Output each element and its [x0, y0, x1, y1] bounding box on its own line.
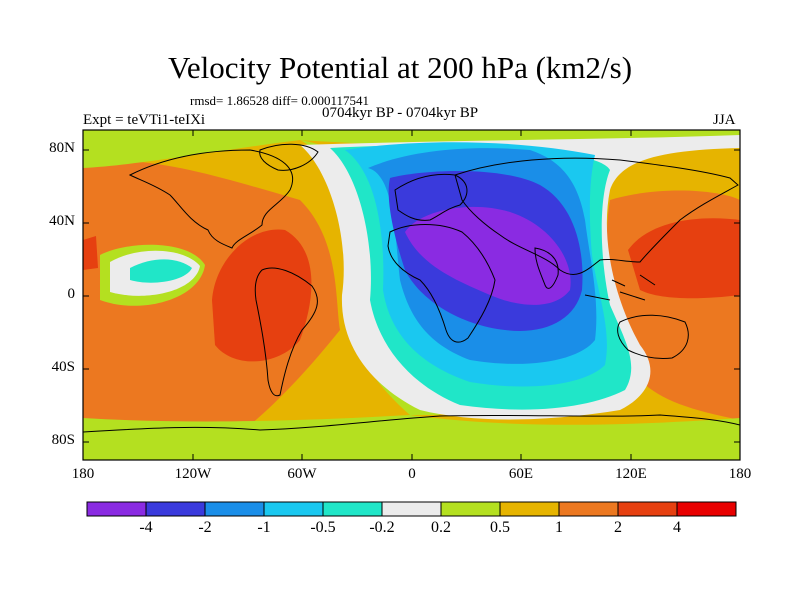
lon-label: 60E [508, 466, 534, 482]
colorbar-box [440, 501, 501, 517]
colorbar-label: -2 [198, 519, 212, 536]
colorbar-label: -0.2 [369, 519, 395, 536]
colorbar-box [263, 501, 324, 517]
coastline-australia [617, 314, 689, 359]
colorbar-label: -4 [139, 519, 153, 536]
coastline-north-america [128, 149, 293, 249]
colorbar-box [558, 501, 619, 517]
lat-label: 0 [67, 286, 76, 302]
lat-tick-marks [83, 149, 740, 443]
field-region-2-4-dateline [83, 236, 98, 270]
colorbar-box [676, 501, 737, 517]
lon-label: 180 [728, 466, 752, 482]
lon-tick-marks [82, 130, 741, 460]
colorbar-label: 1 [555, 519, 563, 536]
velocity-potential-field [83, 130, 740, 460]
experiment-label: Expt = teVTi1-teIXi [83, 112, 206, 128]
lon-label: 180 [71, 466, 95, 482]
rmsd-diff-stats: rmsd= 1.86528 diff= 0.000117541 [190, 93, 369, 108]
lon-label: 0 [408, 466, 416, 482]
lat-label: 80N [49, 140, 75, 156]
lat-label: 80S [51, 432, 75, 448]
field-region-green-south [83, 415, 740, 460]
colorbar-box [86, 501, 147, 517]
coastline-india [534, 247, 559, 289]
field-region-2-4-westpacific [628, 218, 740, 299]
lat-label: 40N [49, 213, 75, 229]
axis-ticks [82, 130, 741, 460]
colorbar-box [204, 501, 265, 517]
coastline-africa [387, 224, 496, 343]
colorbar-label: 0.2 [431, 519, 451, 536]
colorbar-box [499, 501, 560, 517]
lon-label: 60W [287, 466, 317, 482]
lat-label: 40S [51, 359, 75, 375]
field-region-purple [405, 206, 571, 305]
colorbar-box [617, 501, 678, 517]
field-region-2-4-americas [212, 229, 312, 362]
colorbar-label: 2 [614, 519, 622, 536]
coastline-south-america [254, 267, 318, 397]
coastline-europe [394, 173, 468, 221]
coastline-asia [454, 157, 739, 275]
colorbar-label: -0.5 [310, 519, 336, 536]
coastline-indonesia [584, 274, 656, 301]
season-label: JJA [713, 112, 736, 128]
lon-label: 120E [615, 466, 647, 482]
colorbar-label: 4 [673, 519, 681, 536]
colorbar-box [322, 501, 383, 517]
map-title: Velocity Potential at 200 hPa (km2/s) [167, 50, 633, 85]
colorbar-label: -1 [257, 519, 271, 536]
lon-label: 120W [174, 466, 212, 482]
colorbar-label: 0.5 [490, 519, 510, 536]
period-label: 0704kyr BP - 0704kyr BP [322, 105, 479, 121]
colorbar-box [145, 501, 206, 517]
coastline-antarctica [83, 414, 740, 433]
colorbar-box [381, 501, 442, 517]
coastline-greenland [259, 143, 319, 171]
colorbar [86, 501, 737, 517]
field-region-teal-eastpac [130, 259, 192, 283]
coastlines [83, 143, 740, 433]
